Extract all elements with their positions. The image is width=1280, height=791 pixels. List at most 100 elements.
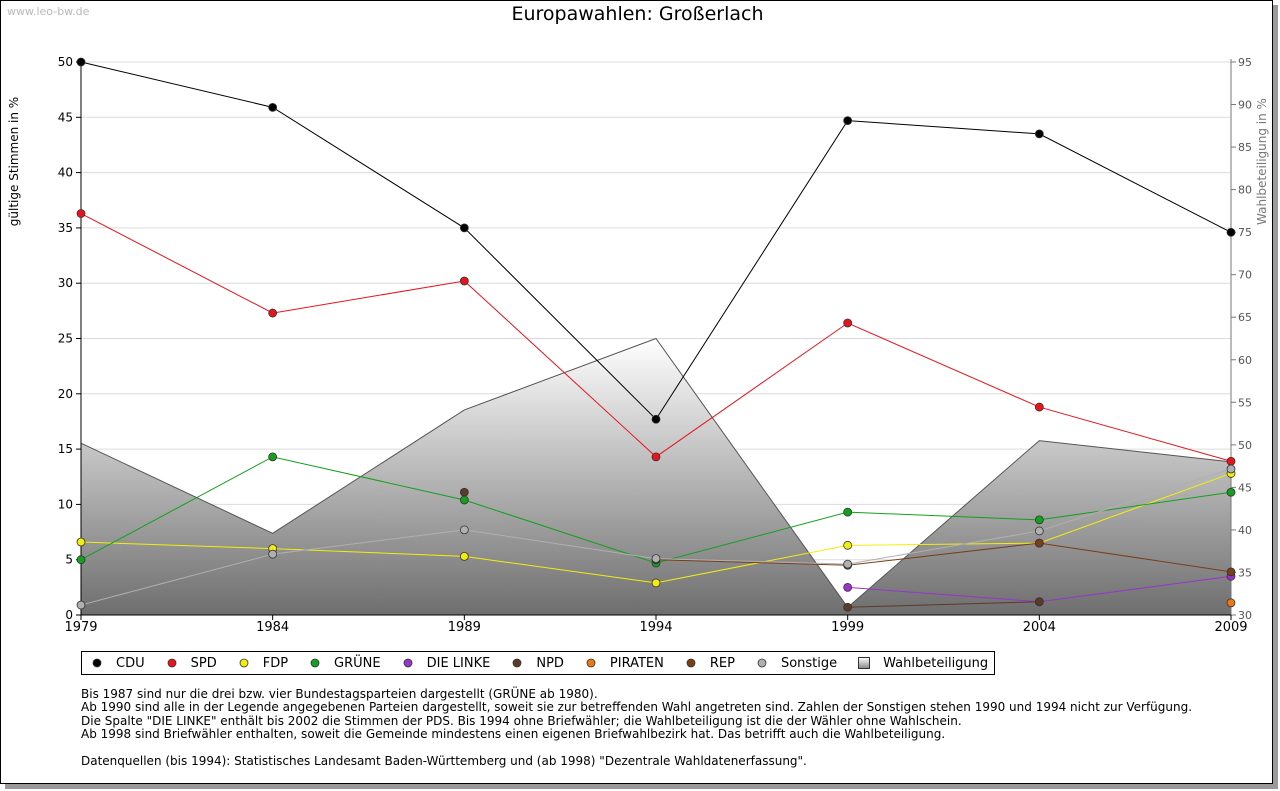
y2-tick-label: 60: [1238, 354, 1252, 367]
data-point-sonstige: [1226, 464, 1236, 474]
y2-tick-label: 35: [1238, 566, 1252, 579]
data-point-grüne: [1226, 487, 1236, 497]
y-tick-label: 30: [58, 276, 73, 290]
y2-tick-label: 65: [1238, 311, 1252, 324]
data-point-fdp: [459, 551, 469, 561]
legend-marker-wahlbeteiligung: [857, 656, 871, 670]
legend-marker-sonstige: [755, 656, 769, 670]
data-point-sonstige: [651, 554, 661, 563]
legend-marker-grüne: [308, 656, 322, 670]
legend-marker-spd: [165, 656, 179, 670]
note-line: Ab 1998 sind Briefwähler enthalten, sowe…: [81, 727, 946, 742]
legend-item-cdu: CDU: [90, 656, 145, 671]
data-point-rep: [1034, 538, 1044, 548]
data-point-fdp: [651, 578, 661, 588]
data-point-spd: [268, 308, 278, 318]
legend-label: NPD: [536, 655, 564, 671]
legend-marker-cdu: [90, 656, 104, 670]
x-tick-label: 1994: [639, 620, 672, 635]
legend-item-spd: SPD: [165, 656, 217, 671]
data-point-spd: [76, 209, 86, 218]
x-tick-label: 1979: [64, 620, 97, 635]
x-tick-label: 1999: [831, 620, 864, 635]
data-point-cdu: [76, 57, 86, 67]
y2-tick-label: 50: [1238, 439, 1252, 452]
y-tick-label: 5: [65, 553, 73, 567]
data-point-npd: [459, 487, 469, 497]
data-point-sonstige: [1034, 526, 1044, 536]
y2-tick-label: 70: [1238, 269, 1252, 282]
turnout-area: [81, 338, 1231, 615]
data-point-fdp: [76, 537, 86, 547]
y-tick-label: 15: [58, 442, 73, 456]
note-line: Ab 1990 sind alle in der Legende angegeb…: [81, 700, 1193, 715]
y-tick-label: 40: [58, 166, 73, 180]
legend-marker-piraten: [584, 656, 598, 670]
series-line-rep: [655, 542, 1232, 573]
y-tick-label: 20: [58, 387, 73, 401]
data-point-spd: [459, 276, 469, 286]
data-point-spd: [843, 318, 853, 328]
legend-label: DIE LINKE: [426, 655, 491, 671]
data-point-piraten: [1226, 598, 1236, 608]
data-point-cdu: [843, 116, 853, 126]
data-point-grüne: [843, 507, 853, 517]
y2-tick-label: 75: [1238, 226, 1252, 239]
y2-tick-label: 40: [1238, 524, 1252, 537]
note-line: Die Spalte "DIE LINKE" enthält bis 2002 …: [81, 713, 962, 728]
chart-notes: Bis 1987 sind nur die drei bzw. vier Bun…: [81, 687, 1193, 768]
data-point-sonstige: [843, 559, 853, 569]
data-point-sonstige: [76, 600, 86, 610]
chart-legend: CDU SPD FDP GRÜNE DIE LINKE NPD PIRATEN REP Sons…: [81, 651, 996, 675]
data-point-spd: [651, 452, 661, 462]
data-point-sonstige: [268, 549, 278, 559]
y-tick-label: 45: [58, 110, 73, 124]
legend-label: Wahlbeteiligung: [883, 655, 989, 671]
watermark: www.leo-bw.de: [7, 5, 90, 18]
data-point-npd: [1034, 597, 1044, 607]
legend-marker-npd: [510, 656, 524, 670]
x-tick-label: 1984: [256, 620, 289, 635]
y-tick-label: 50: [58, 55, 73, 69]
legend-item-die-linke: DIE LINKE: [401, 655, 491, 671]
data-point-cdu: [1034, 129, 1044, 139]
note-line: Bis 1987 sind nur die drei bzw. vier Bun…: [81, 687, 598, 701]
legend-marker-rep: [684, 656, 698, 670]
legend-label: SPD: [190, 655, 217, 671]
legend-item-piraten: PIRATEN: [584, 656, 664, 671]
y2-tick-label: 80: [1238, 184, 1252, 197]
y2-tick-label: 85: [1238, 141, 1252, 154]
y2-tick-label: 90: [1238, 99, 1252, 112]
legend-item-npd: NPD: [510, 656, 564, 671]
chart-area: 0 5 10 15 20 25 30 35 40 45 50 30 35 40 45 50 55 60 65 70 75…: [7, 55, 1269, 635]
y2-tick-label: 55: [1238, 396, 1252, 409]
data-point-sonstige: [459, 525, 469, 535]
legend-marker-die-linke: [401, 656, 415, 670]
legend-label: PIRATEN: [609, 655, 664, 671]
legend-marker-fdp: [237, 656, 251, 670]
y2-tick-label: 30: [1238, 609, 1252, 622]
y2-tick-label: 45: [1238, 481, 1252, 494]
data-point-rep: [1226, 567, 1236, 577]
data-sources: Datenquellen (bis 1994): Statistisches L…: [81, 753, 807, 768]
data-point-grüne: [268, 452, 278, 462]
legend-item-sonstige: Sonstige: [755, 656, 837, 671]
series-line-npd: [847, 601, 1040, 608]
y-tick-label: 0: [65, 608, 73, 622]
legend-label: CDU: [116, 655, 145, 671]
x-tick-label: 2004: [1023, 620, 1056, 635]
y2-axis-title: Wahlbeteiligung in %: [1255, 98, 1269, 225]
chart-title: Europawahlen: Großerlach: [511, 3, 764, 25]
data-point-grüne: [459, 495, 469, 505]
x-tick-label: 2009: [1214, 620, 1247, 635]
legend-item-grüne: GRÜNE: [308, 656, 381, 671]
y-axis-title: gültige Stimmen in %: [7, 97, 21, 226]
legend-label: FDP: [262, 655, 289, 671]
data-point-grüne: [76, 555, 86, 565]
y-tick-label: 35: [58, 221, 73, 235]
data-point-cdu: [268, 102, 278, 112]
legend-item-fdp: FDP: [237, 656, 288, 671]
data-point-spd: [1226, 456, 1236, 466]
data-point-cdu: [651, 414, 661, 424]
